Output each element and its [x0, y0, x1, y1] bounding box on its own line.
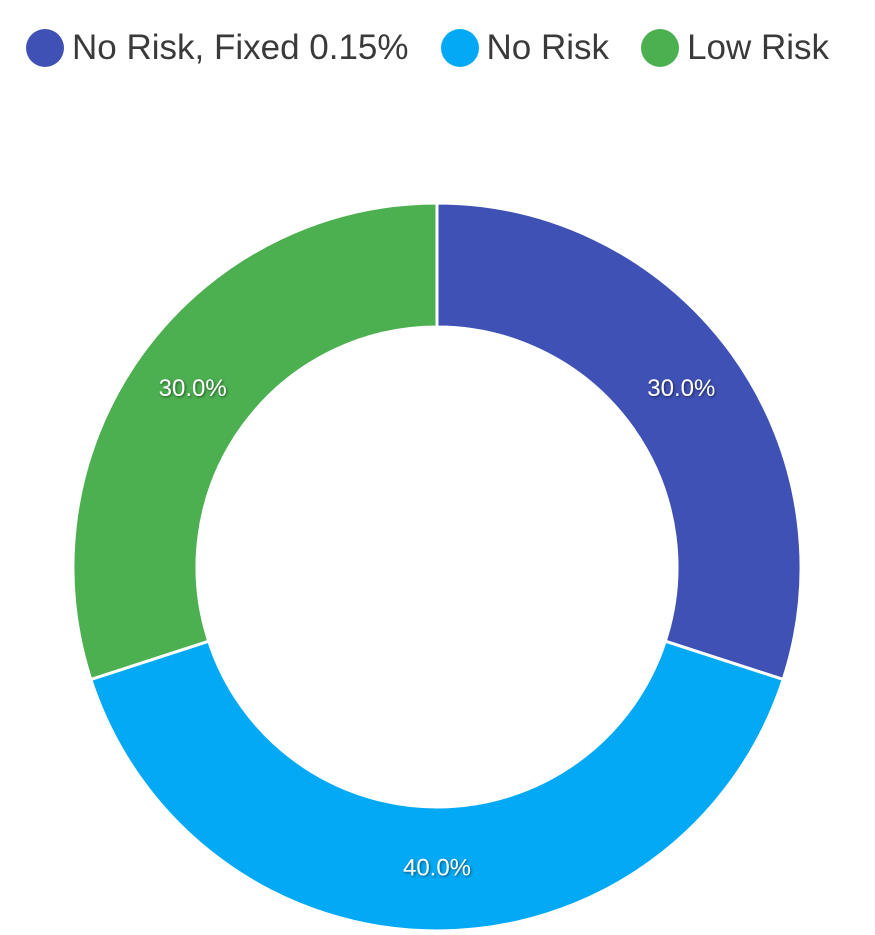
- donut-slice-no-risk[interactable]: [88, 639, 786, 933]
- legend-item-low-risk[interactable]: Low Risk: [641, 28, 829, 68]
- legend-label-no-risk: No Risk: [486, 28, 610, 67]
- data-label-no-risk-fixed: 30.0%: [647, 375, 715, 402]
- legend-item-no-risk-fixed[interactable]: No Risk, Fixed 0.15%: [26, 28, 409, 68]
- data-label-low-risk: 30.0%: [159, 375, 227, 402]
- legend-swatch-no-risk: [440, 29, 479, 67]
- legend-swatch-low-risk: [641, 29, 680, 67]
- donut-slice-no-risk-fixed[interactable]: [435, 201, 803, 682]
- legend-label-no-risk-fixed: No Risk, Fixed 0.15%: [72, 28, 409, 67]
- legend-label-low-risk: Low Risk: [687, 28, 830, 67]
- chart-legend: No Risk, Fixed 0.15% No Risk Low Risk: [26, 28, 829, 68]
- donut-slices: [71, 201, 803, 933]
- legend-swatch-no-risk-fixed: [26, 29, 64, 67]
- donut-slice-low-risk[interactable]: [71, 201, 439, 682]
- data-label-no-risk: 40.0%: [403, 854, 471, 881]
- donut-data-labels: 30.0% 40.0% 30.0%: [159, 375, 716, 882]
- legend-item-no-risk[interactable]: No Risk: [440, 28, 610, 68]
